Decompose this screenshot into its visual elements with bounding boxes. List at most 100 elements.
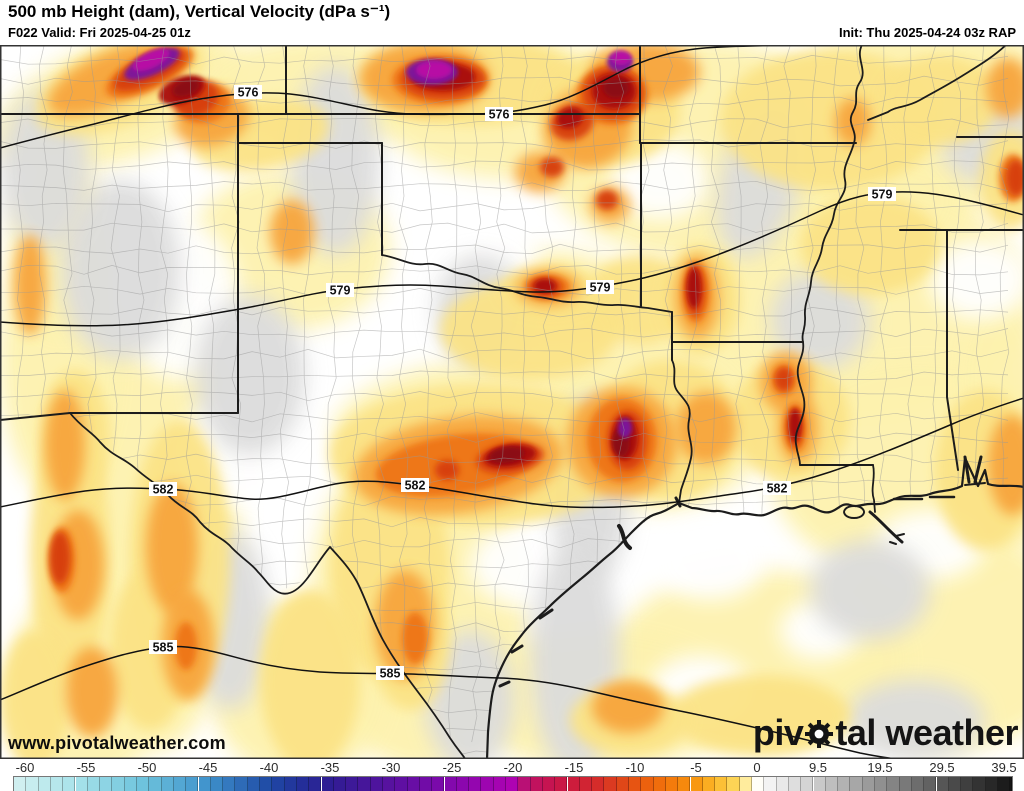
colorbar-segment bbox=[530, 777, 543, 791]
colorbar-tick-label: -5 bbox=[690, 760, 702, 775]
contour-label: 585 bbox=[153, 641, 174, 655]
colorbar-segment bbox=[1010, 777, 1012, 791]
colorbar-tick-label: -50 bbox=[137, 760, 157, 775]
colorbar-segment bbox=[223, 777, 236, 791]
colorbar-segment bbox=[100, 777, 113, 791]
forecast-valid-text: F022 Valid: Fri 2025-04-25 01z bbox=[8, 25, 191, 40]
colorbar-tick-label: -10 bbox=[625, 760, 645, 775]
colorbar-segment bbox=[973, 777, 986, 791]
contour-label: 576 bbox=[238, 86, 259, 100]
colorbar-gradient-bar bbox=[13, 776, 1013, 791]
colorbar-segment bbox=[333, 777, 347, 791]
colorbar-segment bbox=[653, 777, 666, 791]
colorbar-segment bbox=[948, 777, 962, 791]
colorbar-segment bbox=[555, 777, 568, 791]
colorbar-tick-label: -15 bbox=[564, 760, 584, 775]
colorbar-segment bbox=[518, 777, 531, 791]
colorbar-segment bbox=[321, 777, 334, 791]
colorbar-segment bbox=[739, 777, 752, 791]
colorbar-segment bbox=[149, 777, 162, 791]
colorbar-tick-row: -60 -55 -50 -45 -40 -35 -30 -25 -20 -15 -10 -5 0 9.5 1… bbox=[0, 759, 1024, 775]
colorbar-tick-label: -45 bbox=[198, 760, 218, 775]
colorbar-tick-label: -55 bbox=[76, 760, 96, 775]
colorbar-segment bbox=[567, 777, 580, 791]
colorbar-segment bbox=[260, 777, 273, 791]
map-header: 500 mb Height (dam), Vertical Velocity (… bbox=[0, 0, 1024, 45]
pivotal-weather-logo: piv tal weather bbox=[752, 712, 1019, 757]
watermark-text: www.pivotalweather.com bbox=[8, 733, 226, 753]
colorbar-segment bbox=[26, 777, 39, 791]
contour-label: 582 bbox=[153, 483, 174, 497]
colorbar-segment bbox=[198, 777, 211, 791]
colorbar-segment bbox=[899, 777, 912, 791]
colorbar-segment bbox=[690, 777, 703, 791]
colorbar-segment bbox=[604, 777, 617, 791]
colorbar-segment bbox=[911, 777, 925, 791]
colorbar-segment bbox=[825, 777, 839, 791]
contour-label: 582 bbox=[767, 482, 788, 496]
colorbar-tick-label: 0 bbox=[753, 760, 761, 775]
colorbar-segment bbox=[124, 777, 137, 791]
colorbar-segment bbox=[752, 777, 765, 791]
colorbar-tick-label: 39.5 bbox=[991, 760, 1017, 775]
colorbar-segment bbox=[247, 777, 260, 791]
colorbar-segment bbox=[173, 777, 187, 791]
colorbar-segment bbox=[764, 777, 777, 791]
colorbar-segment bbox=[296, 777, 310, 791]
colorbar-segment bbox=[936, 777, 949, 791]
colorbar-segment bbox=[407, 777, 420, 791]
colorbar-segment bbox=[63, 777, 76, 791]
map-title: 500 mb Height (dam), Vertical Velocity (… bbox=[8, 2, 391, 21]
colorbar-segment bbox=[542, 777, 556, 791]
colorbar-segment bbox=[370, 777, 383, 791]
colorbar-segment bbox=[788, 777, 802, 791]
colorbar-segment bbox=[186, 777, 199, 791]
colorbar-tick-label: 29.5 bbox=[929, 760, 955, 775]
colorbar-segment bbox=[419, 777, 433, 791]
colorbar-segment bbox=[481, 777, 494, 791]
colorbar-segment bbox=[235, 777, 248, 791]
colorbar-segment bbox=[506, 777, 519, 791]
logo-text-tal-weather: tal weather bbox=[835, 712, 1018, 753]
colorbar-tick-label: -60 bbox=[15, 760, 35, 775]
colorbar-segment bbox=[629, 777, 642, 791]
colorbar-segment bbox=[75, 777, 88, 791]
colorbar-segment bbox=[998, 777, 1011, 791]
colorbar-segment bbox=[641, 777, 654, 791]
colorbar-segment bbox=[678, 777, 691, 791]
colorbar-segment bbox=[579, 777, 593, 791]
colorbar-segment bbox=[715, 777, 728, 791]
colorbar-segment bbox=[862, 777, 875, 791]
colorbar-segment bbox=[38, 777, 51, 791]
colorbar-segment bbox=[50, 777, 64, 791]
colorbar: -60 -55 -50 -45 -40 -35 -30 -25 -20 -15 -10 -5 0 9.5 1… bbox=[0, 759, 1024, 791]
colorbar-segment bbox=[346, 777, 359, 791]
colorbar-segment bbox=[875, 777, 888, 791]
colorbar-segment bbox=[616, 777, 629, 791]
logo-text-piv: piv bbox=[752, 712, 804, 753]
colorbar-segment bbox=[456, 777, 470, 791]
colorbar-segment bbox=[801, 777, 814, 791]
colorbar-segment bbox=[727, 777, 740, 791]
contour-label: 579 bbox=[590, 281, 611, 295]
colorbar-segment bbox=[358, 777, 371, 791]
colorbar-segment bbox=[469, 777, 482, 791]
colorbar-segment bbox=[702, 777, 716, 791]
colorbar-segment bbox=[309, 777, 322, 791]
colorbar-segment bbox=[272, 777, 285, 791]
colorbar-segment bbox=[432, 777, 445, 791]
colorbar-segment bbox=[284, 777, 297, 791]
colorbar-segment bbox=[813, 777, 826, 791]
colorbar-segment bbox=[14, 777, 27, 791]
colorbar-segment bbox=[776, 777, 789, 791]
colorbar-tick-label: -30 bbox=[381, 760, 401, 775]
colorbar-tick-label: -25 bbox=[442, 760, 462, 775]
colorbar-segment bbox=[137, 777, 150, 791]
colorbar-segment bbox=[887, 777, 900, 791]
colorbar-segment bbox=[493, 777, 506, 791]
colorbar-tick-label: 19.5 bbox=[867, 760, 893, 775]
contour-label: 576 bbox=[489, 108, 510, 122]
colorbar-segment bbox=[592, 777, 605, 791]
colorbar-segment bbox=[444, 777, 457, 791]
contour-label: 579 bbox=[872, 188, 893, 202]
